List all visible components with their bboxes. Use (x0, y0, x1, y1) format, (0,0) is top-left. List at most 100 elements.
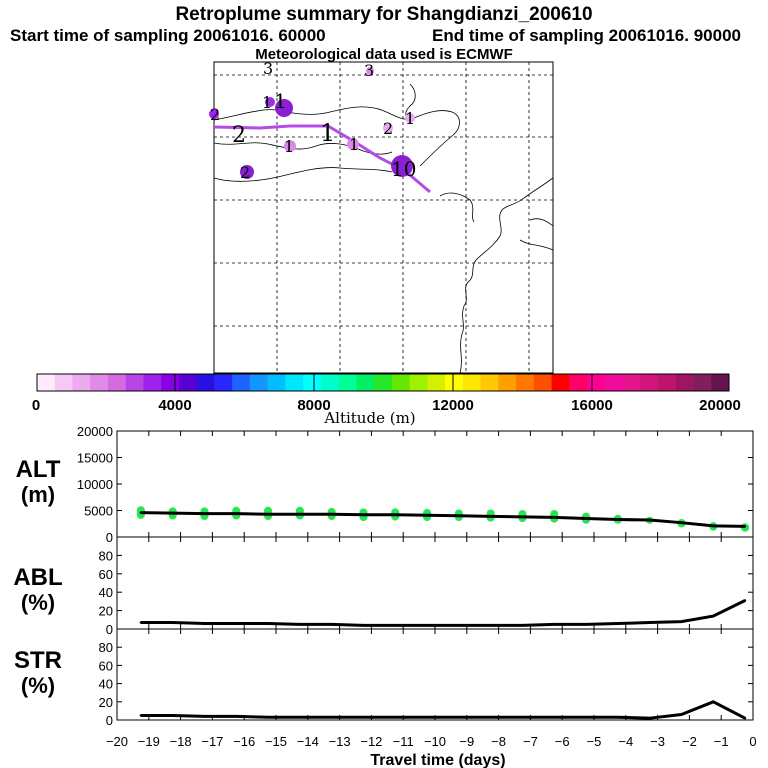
x-tick-label: −11 (393, 734, 414, 749)
series-line (140, 700, 746, 720)
series-point (139, 621, 143, 624)
particle-dot (347, 138, 359, 150)
series-point (648, 621, 651, 624)
alt-unit: (m) (21, 482, 55, 507)
series-point (298, 623, 302, 626)
series-point (489, 624, 492, 627)
colorbar-swatch (622, 374, 641, 391)
colorbar-swatch (427, 374, 446, 391)
series-point (266, 622, 270, 625)
series-point (712, 614, 715, 618)
x-tick-label: −9 (459, 734, 474, 749)
map-label: 1 (405, 109, 415, 128)
series-point (584, 623, 588, 626)
particle-dot (265, 97, 275, 107)
colorbar-swatch (72, 374, 91, 391)
y-tick-label: 40 (99, 677, 113, 692)
colorbar-tick: 12000 (432, 397, 474, 414)
colorbar-swatch (533, 374, 553, 391)
series-point (553, 716, 556, 719)
x-tick-label: −4 (618, 734, 633, 749)
x-axis: −20 −19 −18 −17 −16 −15 −14 −13 −12 −11 −10 −9 −8 −7−… (106, 734, 757, 749)
colorbar-tick: 20000 (699, 397, 741, 414)
y-tick-label: 20 (99, 695, 113, 710)
series-point (648, 716, 651, 720)
particle-dot (240, 165, 254, 179)
colorbar-swatch (462, 374, 482, 391)
x-tick-label: −7 (523, 734, 538, 749)
series-point (298, 716, 302, 719)
series-point (203, 715, 206, 718)
series-point (235, 512, 238, 515)
x-tick-label: −8 (491, 734, 506, 749)
x-tick-label: −12 (360, 734, 382, 749)
particle-dot (405, 113, 415, 123)
map-labels: 3 3 1 2 1 2 1 1 1 2 10 2 1 (210, 59, 416, 182)
particle-dot (383, 123, 393, 133)
series-point (394, 716, 397, 719)
series-point (680, 620, 683, 623)
y-tick-label: 80 (99, 640, 113, 655)
colorbar-swatch (143, 374, 162, 391)
series-point (457, 716, 461, 719)
x-tick-label: −2 (682, 734, 697, 749)
series-point (139, 511, 143, 514)
series-point (203, 512, 206, 515)
series-point (457, 624, 461, 627)
colorbar-swatch (107, 374, 127, 391)
series-point (330, 716, 333, 719)
colorbar-swatch (178, 374, 198, 391)
colorbar-swatch (640, 374, 659, 391)
series-point (680, 713, 683, 716)
colorbar-swatch (480, 374, 499, 391)
x-tick-label: 0 (749, 734, 756, 749)
y-tick-label: 0 (106, 713, 113, 728)
y-tick-label: 40 (99, 585, 113, 600)
series-point (362, 716, 365, 719)
particle-dot (275, 99, 293, 117)
abl-label: ABL (13, 564, 62, 591)
series-point (171, 621, 174, 624)
series-point (521, 515, 524, 519)
series-point (616, 622, 620, 625)
series-line (140, 599, 746, 627)
colorbar-swatch (196, 374, 215, 391)
series-point (457, 514, 461, 517)
map-label: 2 (240, 163, 250, 182)
x-tick-label: −19 (138, 734, 160, 749)
str-label: STR (14, 647, 62, 674)
x-tick-label: −20 (106, 734, 128, 749)
map-panel: 3 3 1 2 1 2 1 1 1 2 10 2 1 (209, 59, 554, 374)
series-point (425, 716, 429, 719)
colorbar-swatch (516, 374, 535, 391)
y-tick-label: 0 (106, 622, 113, 637)
particle-dot (391, 155, 413, 177)
series-point (298, 513, 302, 516)
colorbar-swatch (445, 374, 464, 391)
series-point (171, 511, 174, 515)
series-point (648, 518, 651, 522)
series-point (203, 622, 206, 625)
x-tick-label: −3 (650, 734, 665, 749)
colorbar-swatch (604, 374, 624, 391)
map-label: 2 (232, 123, 246, 148)
colorbar-swatch (303, 374, 322, 391)
panel-labels: ALT (m) ABL (%) STR (%) (13, 456, 62, 698)
colorbar-swatch (54, 374, 73, 391)
series-point (616, 518, 620, 521)
x-tick-label: −15 (265, 734, 287, 749)
str-unit: (%) (21, 673, 55, 698)
y-tick-label: 5000 (84, 504, 113, 519)
altitude-colorbar (36, 373, 730, 392)
panel-frame (116, 628, 754, 721)
colorbar-swatch (391, 374, 411, 391)
colorbar-swatch (356, 374, 375, 391)
map-frame (213, 61, 554, 374)
series-point (139, 714, 143, 717)
colorbar-swatch (214, 374, 233, 391)
panel-frame (116, 536, 754, 630)
map-label: 1 (262, 93, 272, 112)
series-point (362, 624, 365, 627)
colorbar-swatch (125, 374, 144, 391)
colorbar-swatch (675, 374, 695, 391)
